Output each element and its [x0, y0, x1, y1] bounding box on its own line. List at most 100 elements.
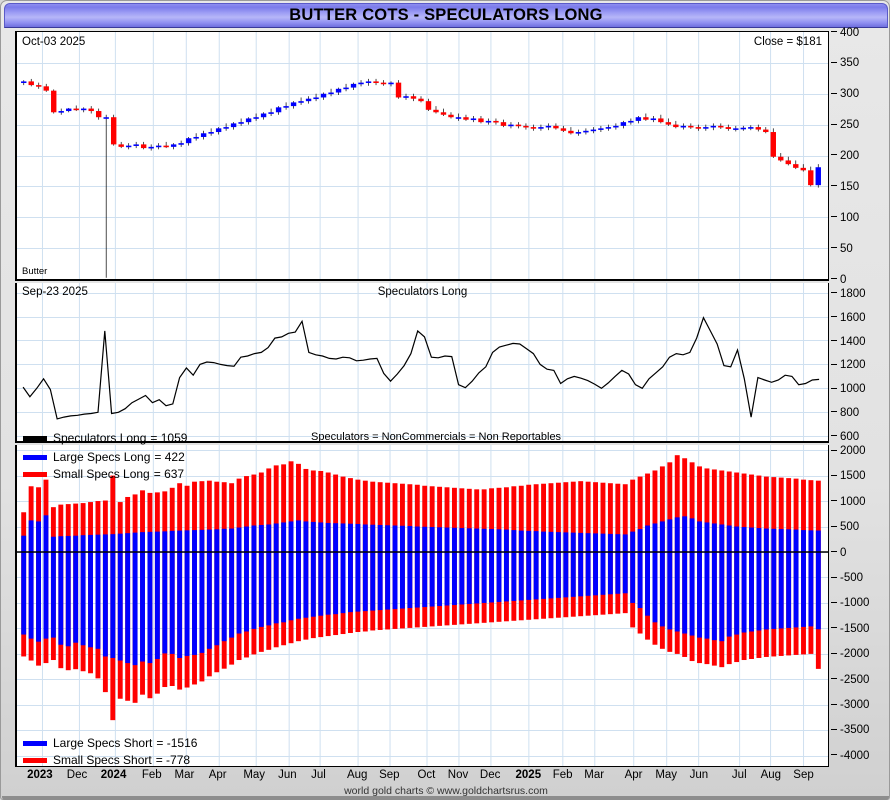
x-axis-tick-label: Apr: [624, 769, 643, 781]
legend-label-small-specs-long: Small Specs Long: [53, 467, 150, 481]
price-y-axis: 0 50 100 150 200 250 300 350 400: [831, 27, 889, 286]
legend-swatch-small-specs-short: [23, 757, 47, 763]
y-tick-label: -1000: [831, 597, 869, 609]
y-tick-label: 150: [831, 181, 859, 193]
legend-value-large-specs-long: = 422: [154, 450, 185, 464]
legend-small-specs-short: Small Specs Short = -778: [23, 753, 190, 767]
specs-bars-canvas: [17, 445, 828, 766]
speculators-line-pane: Sep-23 2025 Speculators Long: [15, 283, 829, 443]
x-axis-tick-label: Jun: [278, 769, 297, 781]
y-tick-mark: [831, 411, 837, 413]
specs-bars-pane: [15, 445, 829, 767]
y-tick-label: 600: [831, 431, 859, 443]
y-tick-mark: [831, 435, 837, 437]
legend-value-large-specs-short: = -1516: [156, 736, 198, 750]
y-tick-label: 800: [831, 407, 859, 419]
y-tick-label: 200: [831, 150, 859, 162]
y-tick-mark: [831, 551, 837, 553]
y-tick-label: -4000: [831, 750, 869, 762]
spec-pane-title: Speculators Long: [377, 286, 468, 298]
y-tick-mark: [831, 92, 837, 94]
legend-value-speculators-long: = 1059: [150, 431, 188, 445]
y-tick-label: 500: [831, 521, 859, 533]
price-close-label: Close = $181: [753, 36, 822, 48]
y-tick-mark: [831, 754, 837, 756]
y-tick-mark: [831, 703, 837, 705]
y-tick-label: -1500: [831, 623, 869, 635]
y-tick-label: 250: [831, 119, 859, 131]
y-tick-mark: [831, 576, 837, 578]
footer-attribution: world gold charts © www.goldchartsrus.co…: [344, 785, 548, 797]
x-axis-tick-label: Jul: [731, 769, 747, 781]
y-tick-label: 350: [831, 57, 859, 69]
price-chart-pane: Oct-03 2025 Close = $181 Butter: [15, 31, 829, 281]
y-tick-label: 1000: [831, 383, 866, 395]
x-axis-tick-label: Aug: [346, 769, 368, 781]
x-axis-tick-label: Feb: [141, 769, 162, 781]
y-tick-mark: [831, 185, 837, 187]
x-axis-tick-label: Sep: [793, 769, 814, 781]
y-tick-mark: [831, 500, 837, 502]
legend-swatch-large-specs-short: [23, 740, 47, 746]
y-tick-mark: [831, 247, 837, 249]
y-tick-label: 300: [831, 88, 859, 100]
y-tick-mark: [831, 123, 837, 125]
x-axis-tick-label: Nov: [447, 769, 469, 781]
y-tick-mark: [831, 216, 837, 218]
y-tick-label: 100: [831, 212, 859, 224]
price-series-label: Butter: [22, 266, 48, 277]
speculators-definition-note: Speculators = NonCommercials = Non Repor…: [311, 431, 562, 443]
legend-large-specs-short: Large Specs Short = -1516: [23, 736, 197, 750]
y-tick-mark: [831, 601, 837, 603]
y-tick-label: 1400: [831, 336, 866, 348]
y-tick-label: -3500: [831, 724, 869, 736]
y-tick-label: 0: [831, 547, 846, 559]
y-tick-mark: [831, 316, 837, 318]
y-tick-mark: [831, 363, 837, 365]
y-tick-mark: [831, 30, 837, 32]
x-axis-tick-label: Jul: [311, 769, 326, 781]
y-tick-label: 1600: [831, 312, 866, 324]
legend-large-specs-long: Large Specs Long = 422: [23, 450, 185, 464]
legend-swatch-small-specs-long: [23, 471, 47, 477]
y-tick-mark: [831, 449, 837, 451]
x-axis-tick-label: May: [243, 769, 266, 781]
y-tick-label: -2500: [831, 674, 869, 686]
window-titlebar: BUTTER COTS - SPECULATORS LONG: [4, 3, 888, 28]
y-tick-mark: [831, 627, 837, 629]
y-tick-label: 1500: [831, 470, 866, 482]
specs-bars-y-axis: -4000 -3500 -3000 -2500 -2000 -1500 -1000 -500 0…: [831, 445, 889, 767]
legend-value-small-specs-short: = -778: [155, 753, 191, 767]
y-tick-mark: [831, 154, 837, 156]
y-tick-mark: [831, 292, 837, 294]
y-tick-mark: [831, 678, 837, 680]
window-title: BUTTER COTS - SPECULATORS LONG: [289, 6, 603, 24]
y-tick-label: 1800: [831, 288, 866, 300]
y-tick-label: 1000: [831, 496, 866, 508]
legend-value-small-specs-long: = 637: [153, 467, 185, 481]
x-axis-tick-label: May: [655, 769, 678, 781]
x-axis-tick-label: Mar: [174, 769, 195, 781]
legend-label-large-specs-short: Large Specs Short: [53, 736, 153, 750]
spec-date-label: Sep-23 2025: [22, 286, 88, 298]
y-tick-label: -3000: [831, 699, 869, 711]
y-tick-mark: [831, 340, 837, 342]
x-axis-tick-label: Aug: [760, 769, 782, 781]
y-tick-mark: [831, 652, 837, 654]
y-tick-label: -2000: [831, 648, 869, 660]
y-tick-label: 0: [831, 274, 846, 286]
x-axis-tick-label: 2025: [515, 769, 542, 781]
y-tick-label: 2000: [831, 445, 866, 457]
x-axis-tick-label: Sep: [379, 769, 400, 781]
window-bottom-strip: [2, 796, 889, 800]
x-axis-tick-label: Jun: [689, 769, 709, 781]
y-tick-label: 1200: [831, 359, 866, 371]
x-axis-tick-label: Dec: [479, 769, 501, 781]
y-tick-mark: [831, 728, 837, 730]
y-tick-mark: [831, 474, 837, 476]
price-date-label: Oct-03 2025: [22, 36, 86, 48]
x-axis-tick-label: Mar: [584, 769, 605, 781]
x-axis-tick-label: 2023: [27, 769, 53, 781]
x-axis-tick-label: Apr: [208, 769, 227, 781]
price-chart-canvas: [17, 32, 828, 279]
